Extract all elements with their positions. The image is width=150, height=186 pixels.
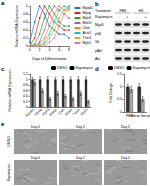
svg-text:Day 5: Day 5 bbox=[121, 125, 130, 129]
svg-text:Ckm: Ckm bbox=[57, 107, 66, 116]
svg-text:S6: S6 bbox=[95, 40, 99, 44]
svg-text:Ckm: Ckm bbox=[82, 26, 89, 30]
svg-text:DMSO: DMSO bbox=[57, 66, 68, 70]
svg-text:Acta1: Acta1 bbox=[64, 107, 74, 117]
svg-text:pS6: pS6 bbox=[95, 32, 101, 36]
svg-text:0.5: 0.5 bbox=[117, 97, 122, 101]
svg-text:0.2: 0.2 bbox=[23, 100, 28, 104]
svg-text:0: 0 bbox=[26, 44, 28, 48]
svg-text:Fold Change: Fold Change bbox=[109, 83, 113, 103]
svg-text:0.8: 0.8 bbox=[23, 12, 28, 16]
svg-text:a: a bbox=[1, 0, 5, 6]
svg-text:Day 0: Day 0 bbox=[31, 125, 40, 129]
svg-text:0.4: 0.4 bbox=[23, 94, 28, 98]
svg-text:Myh1: Myh1 bbox=[82, 41, 91, 45]
svg-text:0.6: 0.6 bbox=[23, 89, 28, 93]
svg-text:-: - bbox=[136, 14, 138, 19]
svg-text:1: 1 bbox=[120, 85, 122, 89]
svg-text:2: 2 bbox=[39, 48, 41, 52]
svg-text:Day 2: Day 2 bbox=[76, 156, 85, 160]
svg-text:DMSO: DMSO bbox=[7, 136, 11, 147]
svg-text:Myog: Myog bbox=[82, 11, 91, 15]
svg-text:c: c bbox=[1, 66, 5, 72]
svg-text:0.2: 0.2 bbox=[23, 36, 28, 40]
svg-text:6: 6 bbox=[58, 48, 60, 52]
svg-text:Horse Serum: Horse Serum bbox=[131, 114, 150, 118]
svg-text:b: b bbox=[95, 1, 99, 7]
svg-text:+: + bbox=[144, 14, 147, 19]
svg-text:Akt: Akt bbox=[95, 57, 100, 61]
svg-text:1.5: 1.5 bbox=[117, 72, 122, 76]
svg-text:Treatment: Treatment bbox=[95, 9, 111, 13]
svg-text:Day 5: Day 5 bbox=[121, 156, 130, 160]
svg-text:pAkt: pAkt bbox=[95, 49, 102, 53]
svg-text:0: 0 bbox=[120, 110, 122, 114]
svg-text:Day 0: Day 0 bbox=[31, 156, 40, 160]
svg-text:Myh1: Myh1 bbox=[80, 108, 89, 117]
svg-text:MyoD: MyoD bbox=[95, 23, 105, 27]
svg-text:e: e bbox=[1, 121, 5, 127]
svg-text:Relative mRNA Expression: Relative mRNA Expression bbox=[15, 5, 19, 47]
svg-text:Relative mRNA Expression: Relative mRNA Expression bbox=[8, 69, 12, 111]
svg-text:Rapamycin: Rapamycin bbox=[7, 164, 11, 182]
svg-text:d: d bbox=[95, 66, 99, 72]
svg-text:Rapamycin: Rapamycin bbox=[132, 66, 150, 70]
svg-text:Acta1: Acta1 bbox=[82, 31, 91, 35]
svg-text:HS: HS bbox=[139, 9, 145, 13]
svg-text:Myod1: Myod1 bbox=[82, 6, 93, 10]
svg-text:Myh3: Myh3 bbox=[82, 16, 91, 20]
svg-text:1: 1 bbox=[26, 78, 28, 82]
svg-text:Mef2c: Mef2c bbox=[48, 107, 58, 117]
svg-text:DMSO: DMSO bbox=[114, 66, 125, 70]
svg-text:Tnnt1: Tnnt1 bbox=[72, 108, 81, 117]
svg-text:1.2: 1.2 bbox=[23, 72, 28, 76]
svg-text:4: 4 bbox=[48, 48, 50, 52]
svg-text:Rapamycin: Rapamycin bbox=[75, 66, 93, 70]
svg-text:0.8: 0.8 bbox=[23, 83, 28, 87]
svg-text:Rapamycin: Rapamycin bbox=[95, 15, 113, 19]
svg-text:FBS: FBS bbox=[120, 9, 127, 13]
svg-text:1: 1 bbox=[26, 4, 28, 8]
svg-text:0.4: 0.4 bbox=[23, 28, 28, 32]
svg-text:0: 0 bbox=[26, 105, 28, 109]
svg-text:Days of Differentiation: Days of Differentiation bbox=[32, 57, 66, 61]
svg-text:0.6: 0.6 bbox=[23, 20, 28, 24]
svg-text:Day 2: Day 2 bbox=[76, 125, 85, 129]
svg-text:Myod1: Myod1 bbox=[24, 107, 35, 118]
svg-text:Myog: Myog bbox=[34, 108, 43, 117]
svg-text:-: - bbox=[118, 14, 120, 19]
svg-text:Tnnt1: Tnnt1 bbox=[82, 36, 91, 40]
svg-text:8: 8 bbox=[68, 48, 70, 52]
svg-text:0: 0 bbox=[29, 48, 31, 52]
svg-text:Myh3: Myh3 bbox=[41, 107, 51, 117]
svg-text:Mef2c: Mef2c bbox=[82, 21, 92, 25]
svg-text:+: + bbox=[126, 14, 129, 19]
